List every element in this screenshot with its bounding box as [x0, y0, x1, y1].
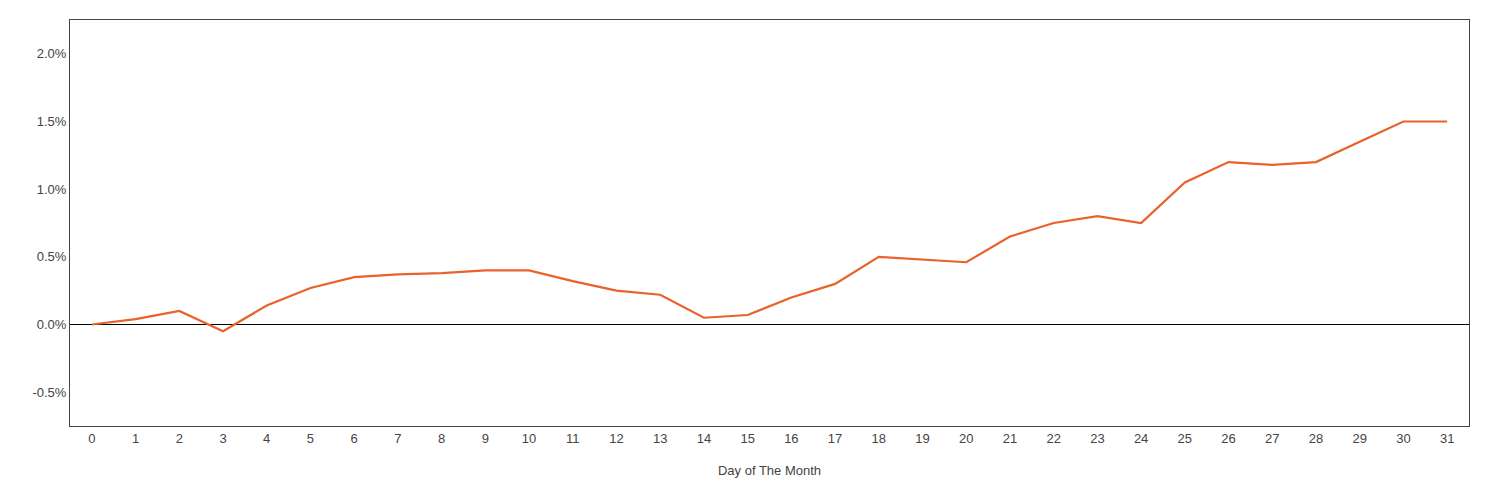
svg-text:4: 4 [263, 431, 270, 446]
svg-text:29: 29 [1352, 431, 1366, 446]
svg-text:0: 0 [88, 431, 95, 446]
svg-text:6: 6 [351, 431, 358, 446]
svg-text:19: 19 [915, 431, 929, 446]
svg-text:21: 21 [1003, 431, 1017, 446]
svg-text:25: 25 [1178, 431, 1192, 446]
svg-text:24: 24 [1134, 431, 1148, 446]
svg-text:9: 9 [482, 431, 489, 446]
svg-text:26: 26 [1221, 431, 1235, 446]
svg-text:13: 13 [653, 431, 667, 446]
svg-text:15: 15 [740, 431, 754, 446]
svg-text:11: 11 [566, 431, 580, 446]
svg-text:18: 18 [872, 431, 886, 446]
svg-text:17: 17 [828, 431, 842, 446]
svg-text:1: 1 [132, 431, 139, 446]
svg-text:1.0%: 1.0% [37, 182, 67, 197]
svg-text:22: 22 [1046, 431, 1060, 446]
svg-text:30: 30 [1396, 431, 1410, 446]
svg-text:2.0%: 2.0% [37, 46, 67, 61]
svg-text:16: 16 [784, 431, 798, 446]
svg-text:27: 27 [1265, 431, 1279, 446]
svg-text:14: 14 [697, 431, 711, 446]
svg-text:2: 2 [176, 431, 183, 446]
svg-text:1.5%: 1.5% [37, 114, 67, 129]
svg-text:10: 10 [522, 431, 536, 446]
svg-text:8: 8 [438, 431, 445, 446]
svg-text:23: 23 [1090, 431, 1104, 446]
svg-text:-0.5%: -0.5% [32, 385, 66, 400]
svg-text:20: 20 [959, 431, 973, 446]
svg-text:31: 31 [1440, 431, 1454, 446]
svg-text:3: 3 [219, 431, 226, 446]
svg-text:0.0%: 0.0% [37, 317, 67, 332]
svg-text:0.5%: 0.5% [37, 249, 67, 264]
svg-text:12: 12 [609, 431, 623, 446]
svg-text:5: 5 [307, 431, 314, 446]
svg-text:Day of The Month: Day of The Month [718, 463, 821, 478]
svg-text:7: 7 [394, 431, 401, 446]
svg-text:28: 28 [1309, 431, 1323, 446]
